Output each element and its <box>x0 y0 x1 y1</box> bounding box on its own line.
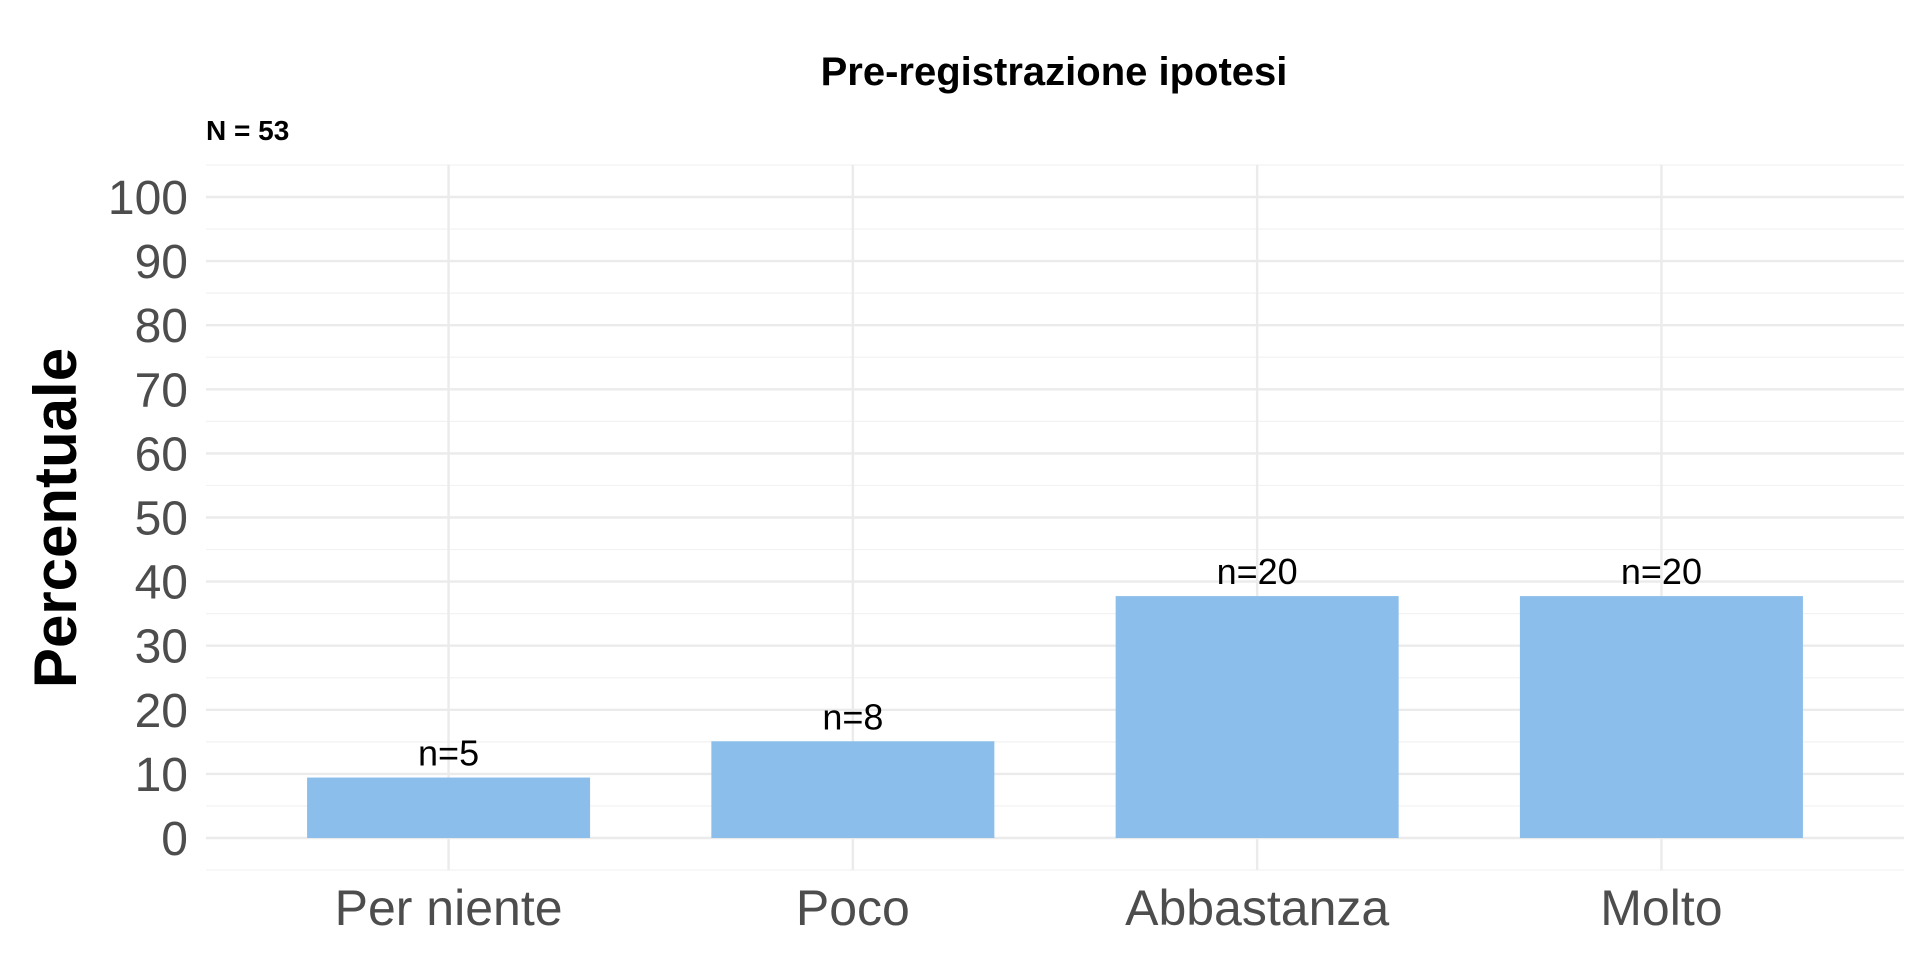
y-tick-label: 20 <box>135 685 188 738</box>
bar <box>1115 596 1399 838</box>
x-tick-label: Per niente <box>335 880 563 936</box>
y-tick-label: 60 <box>135 428 188 481</box>
y-tick-label: 10 <box>135 749 188 802</box>
bar <box>711 741 995 838</box>
data-label: n=8 <box>822 696 883 737</box>
x-tick-label: Poco <box>796 880 910 936</box>
y-tick-label: 30 <box>135 621 188 674</box>
x-axis-ticks: Per niente Poco Abbastanza Molto <box>335 880 1723 936</box>
y-tick-label: 70 <box>135 364 188 417</box>
data-label: n=5 <box>418 733 479 774</box>
data-label: n=20 <box>1621 551 1702 592</box>
y-axis-ticks: 0 10 20 30 40 50 60 70 80 90 100 <box>108 172 188 866</box>
bars <box>307 596 1803 838</box>
data-labels: n=5 n=8 n=20 n=20 <box>418 551 1702 773</box>
chart-title: Pre-registrazione ipotesi <box>821 50 1288 94</box>
y-tick-label: 50 <box>135 493 188 546</box>
y-tick-label: 90 <box>135 236 188 289</box>
y-tick-label: 100 <box>108 172 188 225</box>
y-tick-label: 0 <box>161 813 188 866</box>
x-tick-label: Abbastanza <box>1125 880 1389 936</box>
y-tick-label: 40 <box>135 557 188 610</box>
y-axis-title: Percentuale <box>22 348 89 688</box>
bar <box>307 777 591 838</box>
x-tick-label: Molto <box>1600 880 1722 936</box>
chart-subtitle: N = 53 <box>206 115 289 146</box>
data-label: n=20 <box>1217 551 1298 592</box>
y-tick-label: 80 <box>135 300 188 353</box>
bar <box>1519 596 1803 838</box>
